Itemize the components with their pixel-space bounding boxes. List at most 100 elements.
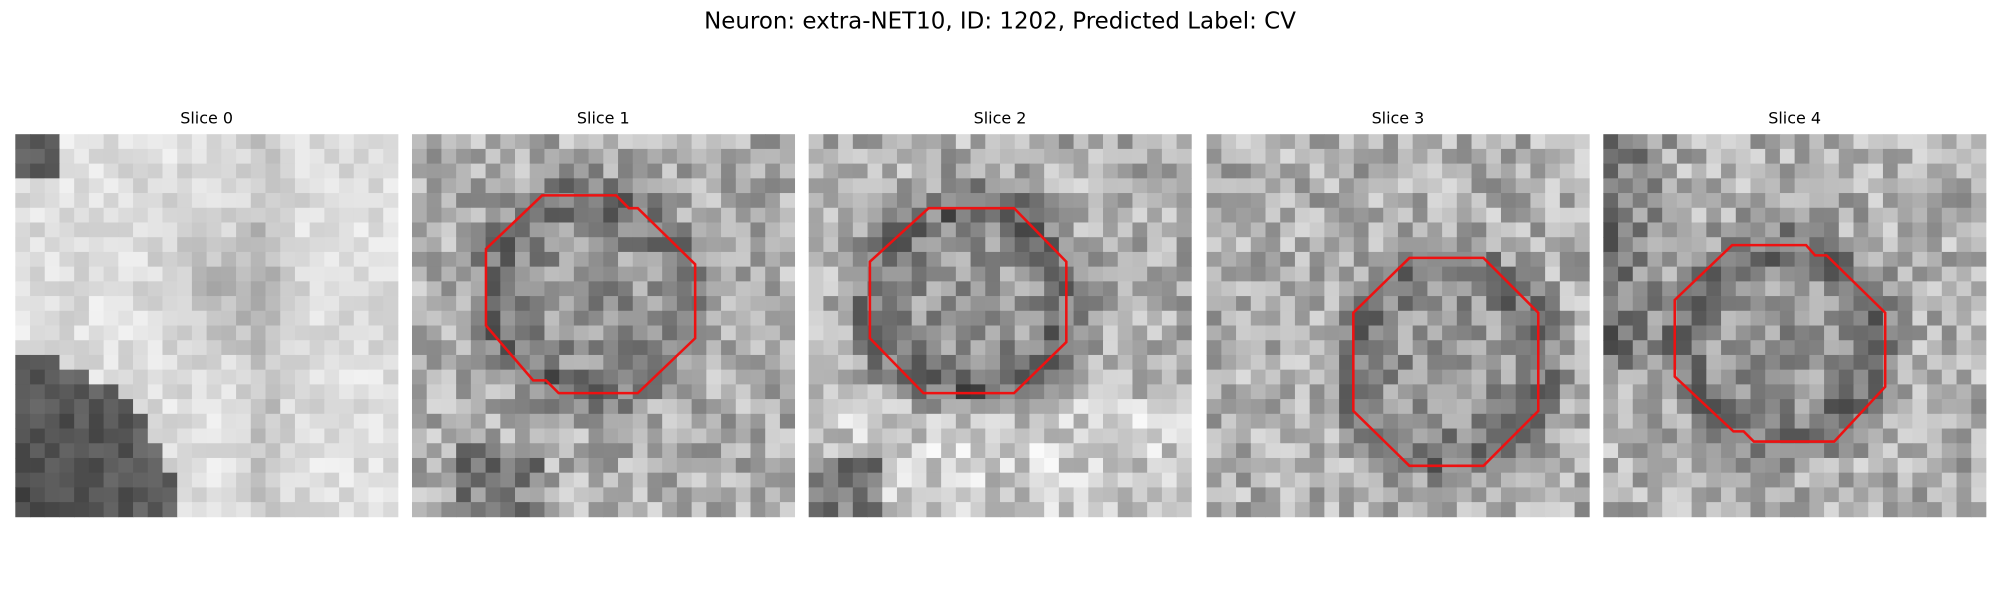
pixel	[1735, 148, 1751, 165]
pixel	[1721, 310, 1737, 326]
pixel	[44, 354, 60, 371]
pixel	[1721, 384, 1737, 400]
pixel	[603, 266, 619, 282]
pixel	[1515, 502, 1531, 518]
pixel	[559, 163, 575, 179]
pixel	[177, 193, 193, 209]
pixel	[456, 193, 472, 209]
pixel	[941, 163, 957, 179]
pixel	[1368, 222, 1384, 238]
pixel	[162, 325, 178, 341]
pixel	[1073, 237, 1089, 253]
pixel	[353, 207, 369, 223]
pixel	[324, 472, 340, 488]
pixel	[676, 384, 693, 400]
pixel	[1117, 340, 1133, 356]
pixel	[1058, 369, 1074, 385]
pixel	[1044, 281, 1060, 297]
pixel	[882, 340, 898, 356]
pixel	[1515, 251, 1531, 268]
pixel	[1956, 457, 1972, 474]
slice-panel: Slice 0	[15, 108, 399, 518]
pixel	[1088, 384, 1104, 400]
pixel	[573, 310, 589, 326]
pixel	[867, 384, 883, 400]
pixel	[353, 413, 369, 429]
pixel	[691, 472, 707, 488]
pixel	[1927, 178, 1943, 194]
pixel	[896, 163, 913, 179]
pixel	[544, 193, 560, 209]
pixel	[618, 222, 634, 238]
pixel	[1000, 281, 1016, 297]
pixel	[721, 399, 737, 415]
pixel	[808, 281, 824, 297]
pixel	[1676, 340, 1693, 356]
pixel	[1088, 413, 1104, 429]
pixel	[1294, 487, 1311, 503]
pixel	[603, 237, 619, 253]
pixel	[59, 487, 75, 503]
pixel	[1971, 237, 1987, 253]
pixel	[1442, 502, 1458, 518]
pixel	[1397, 457, 1414, 474]
pixel	[353, 310, 369, 326]
pixel	[177, 251, 193, 268]
pixel	[1221, 325, 1237, 341]
pixel	[1647, 325, 1663, 341]
pixel	[280, 399, 296, 415]
pixel	[1868, 310, 1884, 326]
pixel	[294, 457, 311, 474]
pixel	[1442, 399, 1458, 415]
pixel	[838, 413, 854, 429]
pixel	[1058, 428, 1074, 444]
pixel	[1368, 354, 1384, 371]
pixel	[485, 266, 501, 282]
pixel	[1236, 369, 1252, 385]
pixel	[441, 251, 457, 268]
pixel	[1632, 310, 1648, 326]
pixel	[1559, 340, 1575, 356]
pixel	[779, 163, 796, 179]
pixel	[1221, 266, 1237, 282]
pixel	[485, 281, 501, 297]
pixel	[1971, 296, 1987, 312]
pixel	[1691, 134, 1707, 150]
pixel	[59, 428, 75, 444]
pixel	[1632, 222, 1648, 238]
pixel	[1471, 266, 1487, 282]
pixel	[59, 281, 75, 297]
pixel	[1206, 443, 1222, 459]
pixel	[721, 178, 737, 194]
pixel	[1014, 472, 1030, 488]
pixel	[1882, 310, 1899, 326]
pixel	[1824, 354, 1840, 371]
pixel	[1574, 163, 1590, 179]
pixel	[765, 472, 781, 488]
pixel	[118, 237, 134, 253]
pixel	[1956, 340, 1972, 356]
pixel	[926, 148, 942, 165]
pixel	[1456, 134, 1472, 150]
pixel	[206, 266, 222, 282]
pixel	[1912, 281, 1928, 297]
pixel	[1088, 237, 1104, 253]
pixel	[294, 369, 311, 385]
pixel	[1779, 134, 1796, 150]
pixel	[1029, 163, 1045, 179]
pixel	[236, 428, 252, 444]
pixel	[441, 207, 457, 223]
pixel	[750, 207, 766, 223]
pixel	[1912, 310, 1928, 326]
pixel	[1397, 487, 1414, 503]
pixel	[1427, 310, 1443, 326]
pixel	[1735, 134, 1751, 150]
pixel	[1088, 443, 1104, 459]
pixel	[1647, 134, 1663, 150]
pixel	[103, 443, 119, 459]
pixel	[955, 310, 971, 326]
pixel	[1956, 148, 1972, 165]
pixel	[750, 148, 766, 165]
pixel	[1735, 325, 1751, 341]
pixel	[676, 443, 693, 459]
